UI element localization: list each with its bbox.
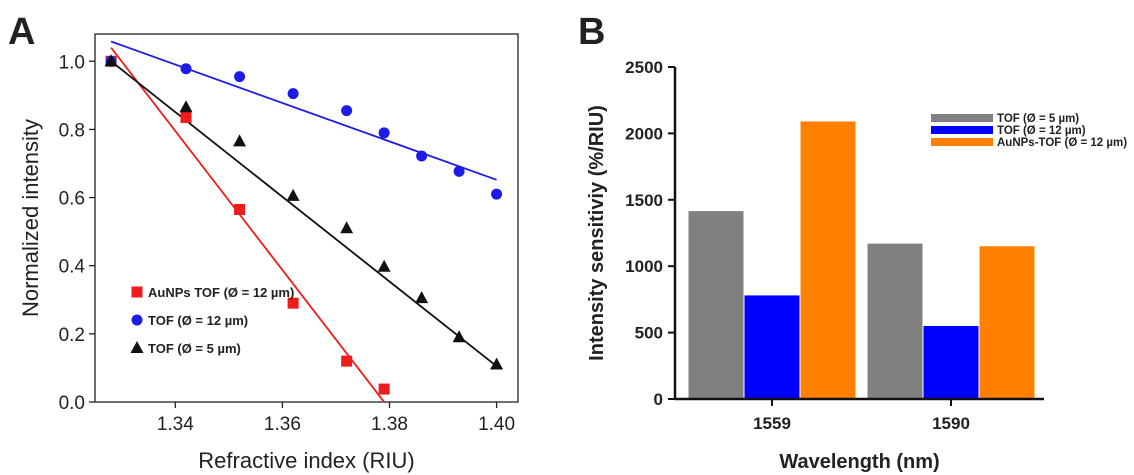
bar — [688, 211, 744, 399]
legend-label-b: TOF (Ø = 5 µm) — [997, 113, 1079, 125]
panel-label-b: B — [578, 11, 605, 53]
data-point — [286, 188, 300, 201]
data-point — [378, 383, 390, 395]
y-tick-label-b: 1500 — [625, 191, 663, 210]
data-point — [490, 357, 504, 370]
data-point — [340, 221, 354, 234]
data-point — [179, 100, 193, 113]
data-point — [341, 105, 353, 117]
bar — [923, 325, 979, 399]
bar — [979, 246, 1035, 399]
data-point — [341, 355, 353, 367]
bar — [800, 121, 856, 399]
data-point — [491, 188, 503, 200]
legend-marker-a — [131, 314, 143, 326]
y-tick-label-b: 0 — [654, 390, 663, 409]
chart-a: 1.34 1.36 1.38 1.40 0.0 0.2 0.4 0.6 0.8 1.0 Refrac… — [18, 33, 519, 473]
bar — [744, 295, 800, 399]
data-point — [378, 127, 390, 139]
legend-marker-a — [130, 341, 144, 353]
legend-swatch-b — [931, 114, 993, 122]
x-tick-label-a: 1.34 — [157, 414, 194, 435]
y-tick-label-b: 1000 — [625, 257, 663, 276]
y-tick-label-b: 2000 — [625, 124, 663, 143]
data-point — [415, 291, 429, 304]
data-point — [180, 63, 192, 75]
x-tick-label-b: 1559 — [753, 414, 791, 433]
y-tick-label-a: 0.4 — [59, 257, 86, 278]
legend-swatch-b — [931, 138, 993, 146]
x-tick-label-a: 1.36 — [264, 414, 301, 435]
data-point — [452, 330, 466, 343]
data-point — [287, 297, 299, 309]
data-point — [234, 71, 246, 83]
legend-label-a: TOF (Ø = 12 µm) — [148, 313, 248, 328]
plot-frame-a — [94, 33, 519, 403]
data-point — [287, 88, 299, 100]
legend-label-a: TOF (Ø = 5 µm) — [148, 341, 241, 356]
y-tick-label-a: 0.8 — [59, 120, 85, 141]
x-tick-label-a: 1.38 — [371, 414, 408, 435]
data-point — [453, 165, 465, 177]
y-tick-label-b: 2500 — [625, 58, 663, 77]
x-tick-label-a: 1.40 — [478, 414, 515, 435]
y-tick-label-a: 1.0 — [59, 52, 85, 73]
y-axis-label-b: Intensity sensitiviy (%/RIU) — [586, 105, 608, 361]
y-tick-label-a: 0.6 — [59, 189, 85, 210]
legend-label-b: TOF (Ø = 12 µm) — [997, 125, 1086, 137]
data-point — [233, 134, 247, 147]
y-tick-label-b: 500 — [635, 324, 663, 343]
x-tick-label-b: 1590 — [932, 414, 970, 433]
x-axis-label-a: Refractive index (RIU) — [198, 448, 414, 473]
x-axis-label-b: Wavelength (nm) — [779, 451, 939, 473]
legend-label-a: AuNPs TOF (Ø = 12 µm) — [148, 285, 294, 300]
fit-line — [110, 60, 498, 367]
y-axis-label-a: Normalized intensity — [18, 119, 43, 317]
data-point — [180, 111, 192, 123]
legend-label-b: AuNPs-TOF (Ø = 12 µm) — [997, 137, 1127, 149]
data-point — [416, 150, 428, 162]
data-point — [234, 203, 246, 215]
legend-swatch-b — [931, 126, 993, 134]
fit-line — [110, 47, 385, 403]
legend-marker-a — [131, 286, 143, 298]
bar — [867, 243, 923, 399]
chart-b: 0 500 1000 1500 2000 2500 1559 1590 Wavelength (… — [586, 58, 1127, 473]
panel-label-a: A — [8, 11, 35, 53]
fit-line — [110, 40, 497, 181]
y-tick-label-a: 0.2 — [59, 325, 85, 346]
data-point — [104, 54, 118, 67]
y-tick-label-a: 0.0 — [59, 393, 85, 414]
data-point — [377, 259, 391, 272]
